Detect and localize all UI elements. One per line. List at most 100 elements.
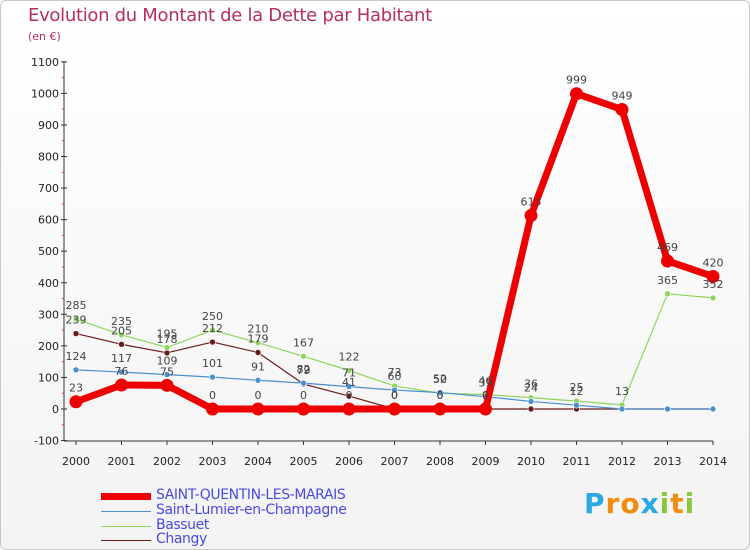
legend-label: Changy: [156, 531, 207, 547]
brand-letter: i: [684, 487, 696, 520]
data-point: [254, 376, 262, 384]
data-label: 0: [346, 389, 353, 402]
data-point: [209, 338, 216, 346]
data-point: [206, 402, 219, 416]
data-point: [570, 87, 583, 101]
y-tick-label: 1100: [31, 56, 59, 69]
data-label: 60: [388, 370, 402, 383]
y-tick-label: 700: [38, 182, 59, 195]
data-point: [391, 386, 398, 394]
data-label: 0: [300, 389, 307, 402]
data-label: 239: [66, 314, 87, 327]
data-point: [664, 290, 671, 298]
data-label: 25: [570, 381, 584, 394]
data-label: 178: [157, 333, 178, 346]
data-label: 0: [209, 389, 216, 402]
x-tick-label: 2012: [608, 455, 636, 468]
y-tick-label: 0: [52, 403, 59, 416]
data-label: 365: [657, 274, 678, 287]
data-label: 179: [248, 333, 269, 346]
brand-letter: o: [620, 487, 641, 520]
data-label: 195: [157, 327, 178, 340]
data-label: 13: [615, 385, 629, 398]
data-label: 73: [388, 366, 402, 379]
data-label: 52: [433, 373, 447, 386]
data-point: [118, 331, 125, 339]
data-label: 109: [157, 355, 178, 368]
data-label: 420: [703, 256, 724, 269]
x-tick-label: 2005: [290, 455, 318, 468]
data-label: 41: [342, 376, 356, 389]
data-point: [251, 402, 265, 416]
data-label: 91: [251, 360, 265, 373]
data-label: 167: [293, 336, 314, 349]
data-point: [209, 326, 216, 334]
data-point: [300, 379, 307, 387]
data-label: 613: [521, 196, 542, 209]
legend-swatch: [101, 540, 151, 541]
brand-letter: P: [584, 487, 606, 520]
data-label: 46: [479, 374, 493, 387]
data-label: 23: [69, 382, 83, 395]
data-point: [527, 405, 535, 413]
data-label: 999: [566, 74, 587, 87]
data-label: 82: [297, 363, 311, 376]
data-point: [479, 402, 492, 416]
legend-label: Bassuet: [156, 517, 209, 533]
legend-label: Saint-Lumier-en-Champagne: [156, 502, 347, 518]
legend-label: SAINT-QUENTIN-LES-MARAIS: [156, 487, 346, 503]
x-tick-label: 2002: [153, 455, 181, 468]
y-tick-label: -100: [34, 435, 59, 448]
x-tick-label: 2003: [199, 455, 227, 468]
data-point: [527, 398, 535, 405]
data-label: 0: [255, 389, 262, 402]
brand-letter: x: [640, 487, 660, 520]
data-label: 0: [482, 389, 489, 402]
x-tick-label: 2006: [335, 455, 363, 468]
data-point: [72, 330, 80, 337]
data-label: 949: [612, 89, 633, 102]
data-label: 101: [202, 357, 223, 370]
x-tick-label: 2013: [654, 455, 682, 468]
y-tick-label: 100: [38, 371, 59, 384]
x-tick-label: 2008: [426, 455, 454, 468]
data-label: 352: [703, 278, 724, 291]
brand-letter: t: [670, 487, 685, 520]
data-point: [160, 378, 174, 392]
data-point: [709, 294, 717, 302]
x-tick-label: 2009: [472, 455, 500, 468]
data-label: 469: [657, 241, 678, 254]
data-point: [254, 339, 262, 347]
data-point: [433, 402, 447, 416]
data-point: [209, 373, 216, 381]
x-tick-label: 2007: [381, 455, 409, 468]
data-label: 210: [248, 323, 269, 336]
legend-swatch: [101, 526, 151, 527]
legend-item: Changy: [101, 531, 421, 549]
y-tick-label: 200: [38, 340, 59, 353]
data-label: 122: [339, 350, 360, 363]
x-tick-label: 2014: [699, 455, 727, 468]
data-point: [345, 383, 353, 390]
data-point: [661, 254, 674, 268]
chart-title: Evolution du Montant de la Dette par Hab…: [28, 5, 432, 26]
chart-unit-label: (en €): [28, 30, 61, 43]
data-point: [709, 405, 717, 413]
y-tick-label: 1000: [31, 87, 59, 100]
data-label: 205: [111, 324, 132, 337]
x-tick-label: 2011: [563, 455, 591, 468]
data-point: [388, 402, 401, 416]
data-label: 76: [115, 365, 129, 378]
data-label: 117: [111, 352, 132, 365]
data-point: [72, 366, 80, 374]
data-point: [297, 402, 310, 416]
data-point: [345, 367, 353, 374]
legend-swatch: [101, 511, 151, 512]
data-point: [115, 378, 128, 392]
y-tick-label: 500: [38, 245, 59, 258]
data-point: [618, 405, 626, 413]
data-label: 12: [570, 385, 584, 398]
data-label: 75: [160, 365, 174, 378]
data-point: [615, 102, 629, 116]
